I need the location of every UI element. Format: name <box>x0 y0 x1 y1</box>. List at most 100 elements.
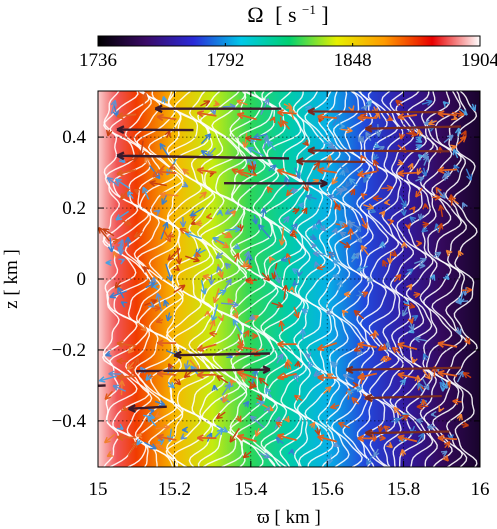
velocity-arrow <box>249 415 265 429</box>
velocity-arrow <box>301 308 309 315</box>
velocity-arrow <box>213 100 220 107</box>
velocity-arrow <box>229 210 237 217</box>
velocity-arrow <box>407 162 414 170</box>
velocity-arrow <box>136 438 143 446</box>
velocity-arrow <box>304 352 312 359</box>
velocity-arrow <box>314 427 321 436</box>
x-tick-label: 15.6 <box>311 479 344 500</box>
velocity-arrow <box>273 268 281 284</box>
velocity-arrow <box>433 251 442 258</box>
velocity-arrow <box>308 361 314 369</box>
velocity-arrow <box>133 230 144 238</box>
velocity-arrow <box>164 130 171 138</box>
velocity-arrow <box>414 336 427 343</box>
velocity-arrow <box>452 148 459 159</box>
velocity-arrow <box>442 273 450 281</box>
velocity-arrow <box>131 357 140 375</box>
velocity-arrow <box>104 350 112 357</box>
velocity-arrow <box>348 178 358 187</box>
velocity-arrow <box>224 208 235 215</box>
velocity-arrow <box>159 142 170 157</box>
velocity-arrow <box>116 423 124 431</box>
velocity-arrow <box>260 98 270 115</box>
velocity-arrow <box>338 220 346 228</box>
velocity-arrow <box>305 194 317 201</box>
velocity-arrow <box>422 221 429 228</box>
velocity-arrow <box>200 100 211 107</box>
velocity-arrow <box>292 279 299 287</box>
velocity-arrow <box>242 400 250 408</box>
velocity-arrow <box>326 454 334 465</box>
velocity-arrow <box>144 156 151 167</box>
velocity-arrow <box>215 252 224 260</box>
velocity-arrow <box>417 153 425 161</box>
velocity-arrow <box>243 259 250 268</box>
velocity-arrow <box>422 353 429 361</box>
velocity-arrow <box>276 168 297 177</box>
velocity-arrow <box>276 372 297 381</box>
velocity-arrow <box>179 227 189 234</box>
velocity-arrow <box>112 251 119 259</box>
colorbar <box>97 35 481 47</box>
velocity-arrow <box>127 345 136 354</box>
velocity-arrow <box>281 284 289 300</box>
velocity-arrow <box>298 202 305 209</box>
velocity-arrow <box>379 434 386 442</box>
velocity-arrow <box>155 424 170 431</box>
velocity-arrow <box>331 227 338 235</box>
velocity-arrow <box>217 289 227 296</box>
velocity-arrow <box>430 410 437 418</box>
velocity-arrow <box>407 317 414 324</box>
velocity-arrow <box>443 441 451 449</box>
omega-contour <box>296 91 326 467</box>
velocity-arrow <box>98 384 106 387</box>
velocity-arrow <box>156 339 177 347</box>
velocity-arrow <box>409 206 416 213</box>
omega-contour <box>389 91 415 467</box>
velocity-arrow <box>251 214 259 225</box>
velocity-arrow <box>179 216 187 228</box>
velocity-arrow <box>439 382 447 392</box>
velocity-arrow <box>299 328 307 340</box>
velocity-arrow <box>165 312 173 322</box>
velocity-arrow <box>118 380 126 396</box>
velocity-arrow <box>257 223 271 239</box>
velocity-arrow <box>115 178 130 189</box>
velocity-arrow <box>156 113 177 122</box>
velocity-arrow <box>106 129 113 137</box>
velocity-arrow <box>266 186 274 193</box>
velocity-arrow <box>456 370 464 383</box>
velocity-arrow <box>437 110 458 118</box>
velocity-arrow <box>437 166 458 174</box>
velocity-arrow <box>137 322 148 332</box>
velocity-arrow <box>437 340 458 349</box>
velocity-arrow <box>393 273 402 283</box>
velocity-arrow <box>438 204 445 218</box>
velocity-arrow <box>349 188 356 196</box>
y-tick-label: −0.4 <box>52 411 87 432</box>
velocity-arrow <box>167 381 175 389</box>
velocity-arrow <box>415 240 423 247</box>
omega-contour <box>367 91 400 467</box>
velocity-arrow <box>242 133 249 148</box>
velocity-arrow <box>155 317 164 324</box>
velocity-arrow <box>418 262 426 269</box>
velocity-arrow <box>381 184 394 192</box>
velocity-arrow <box>145 374 152 381</box>
velocity-arrow <box>416 167 423 176</box>
velocity-arrow <box>313 370 322 377</box>
velocity-arrow <box>215 411 226 420</box>
velocity-arrow <box>258 452 271 459</box>
colorbar-tick-label: 1736 <box>79 50 117 71</box>
velocity-arrow <box>215 239 230 249</box>
velocity-arrow <box>242 451 252 459</box>
velocity-arrow <box>403 302 416 309</box>
velocity-arrow <box>124 236 132 248</box>
velocity-arrow <box>236 433 257 443</box>
velocity-arrow <box>441 172 449 181</box>
velocity-arrow <box>458 292 465 304</box>
velocity-arrow <box>454 127 462 137</box>
velocity-arrow <box>315 219 322 226</box>
velocity-arrow <box>387 219 395 226</box>
omega-contour <box>172 91 214 467</box>
